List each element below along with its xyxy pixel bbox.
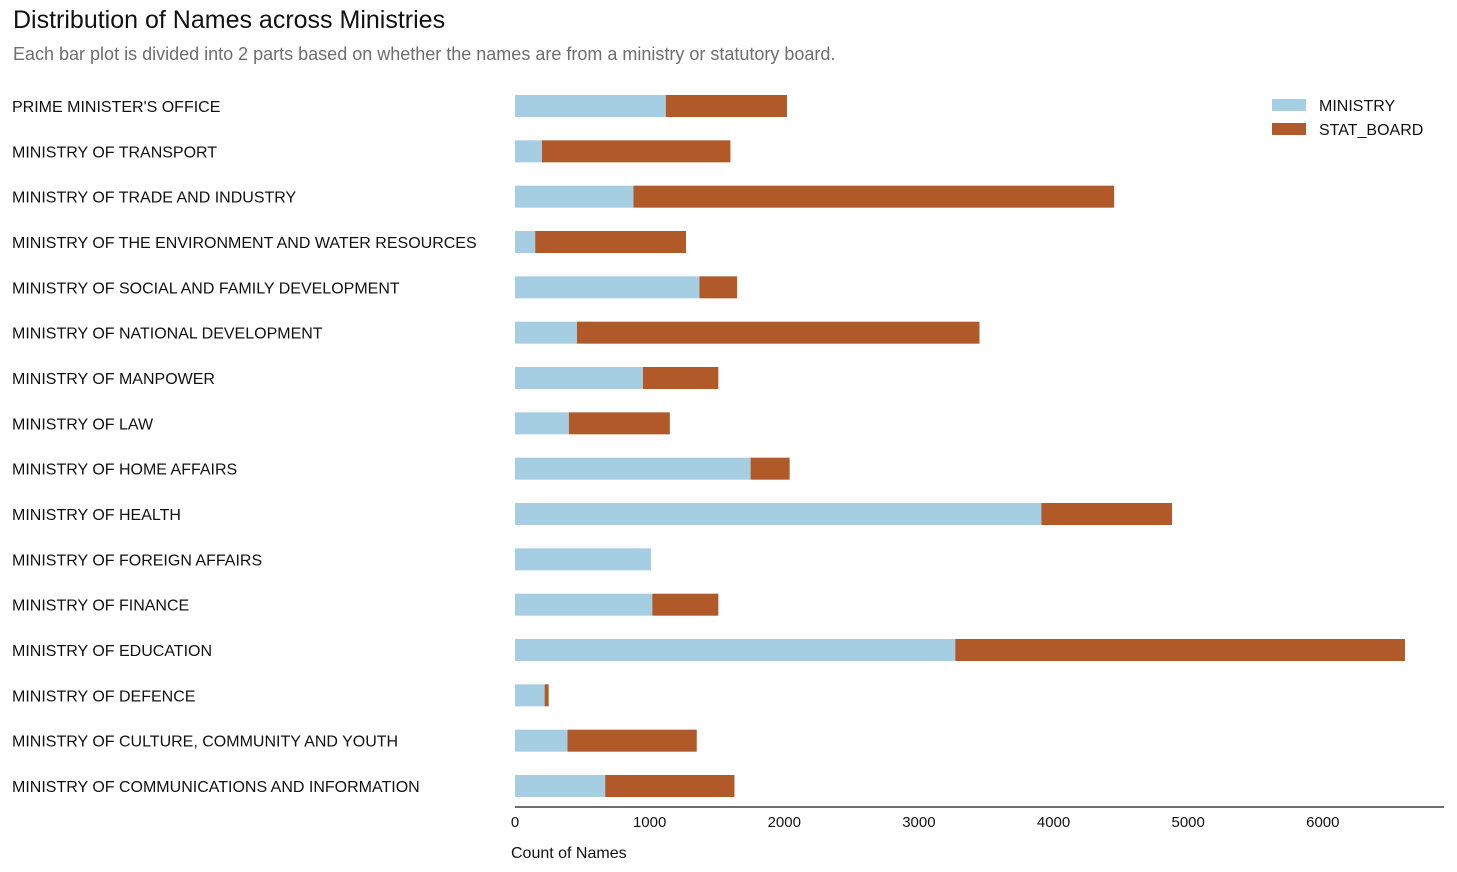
- bar-segment-ministry: [515, 231, 536, 253]
- category-label: MINISTRY OF HOME AFFAIRS: [12, 462, 237, 479]
- bar-segment-ministry: [515, 140, 542, 163]
- category-labels: PRIME MINISTER'S OFFICE MINISTRY OF TRANS…: [12, 99, 477, 796]
- bar-segment-stat-board: [642, 367, 719, 389]
- bar-segment-ministry: [515, 548, 651, 571]
- bar-segment-ministry: [515, 729, 568, 752]
- x-tick-label: 3000: [902, 814, 935, 831]
- bar-segment-stat-board: [544, 684, 549, 707]
- x-tick-label: 5000: [1172, 814, 1205, 831]
- x-tick-label: 1000: [633, 814, 666, 831]
- bar-segment-stat-board: [541, 140, 731, 163]
- bar-segment-stat-board: [567, 729, 697, 752]
- bar-segment-ministry: [515, 185, 634, 208]
- legend-label: MINISTRY: [1319, 98, 1395, 115]
- category-label: MINISTRY OF MANPOWER: [12, 371, 215, 388]
- bar-segment-ministry: [515, 457, 751, 480]
- bar-segment-ministry: [515, 367, 643, 389]
- category-label: MINISTRY OF FOREIGN AFFAIRS: [12, 552, 262, 569]
- category-label: MINISTRY OF TRADE AND INDUSTRY: [12, 190, 297, 207]
- bar-segment-stat-board: [955, 639, 1405, 661]
- bar-segment-stat-board: [665, 95, 787, 117]
- bar-segment-stat-board: [750, 457, 790, 480]
- bar-segment-ministry: [515, 503, 1042, 525]
- category-label: MINISTRY OF NATIONAL DEVELOPMENT: [12, 326, 323, 343]
- legend-swatch: [1272, 123, 1306, 135]
- bar-segment-stat-board: [605, 775, 735, 797]
- bar-segment-stat-board: [535, 231, 686, 253]
- bar-segment-ministry: [515, 775, 606, 797]
- x-tick-label: 0: [511, 814, 519, 831]
- bar-segment-ministry: [515, 684, 545, 707]
- bar-segment-stat-board: [652, 593, 719, 616]
- legend-label: STAT_BOARD: [1319, 122, 1423, 139]
- chart-subtitle: Each bar plot is divided into 2 parts ba…: [13, 44, 836, 64]
- legend-swatch: [1272, 99, 1306, 111]
- chart-title: Distribution of Names across Ministries: [13, 6, 446, 34]
- x-tick-labels: 0 1000 2000 3000 4000 5000 6000: [511, 814, 1340, 831]
- bar-segment-ministry: [515, 95, 666, 117]
- category-label: PRIME MINISTER'S OFFICE: [12, 99, 220, 116]
- bar-segment-stat-board: [1041, 503, 1173, 525]
- category-label: MINISTRY OF THE ENVIRONMENT AND WATER RE…: [12, 235, 477, 252]
- category-label: MINISTRY OF CULTURE, COMMUNITY AND YOUTH: [12, 734, 398, 751]
- bar-segment-stat-board: [576, 321, 980, 344]
- bars-group: [515, 95, 1405, 797]
- category-label: MINISTRY OF LAW: [12, 416, 154, 433]
- category-label: MINISTRY OF COMMUNICATIONS AND INFORMATI…: [12, 779, 420, 796]
- category-label: MINISTRY OF TRANSPORT: [12, 144, 217, 161]
- category-label: MINISTRY OF FINANCE: [12, 598, 189, 615]
- category-label: MINISTRY OF SOCIAL AND FAMILY DEVELOPMEN…: [12, 280, 400, 297]
- category-label: MINISTRY OF DEFENCE: [12, 688, 195, 705]
- bar-segment-stat-board: [633, 185, 1115, 208]
- legend: MINISTRY STAT_BOARD: [1272, 98, 1423, 139]
- bar-segment-stat-board: [568, 412, 670, 435]
- bar-segment-ministry: [515, 276, 700, 299]
- bar-segment-ministry: [515, 412, 569, 435]
- x-tick-label: 6000: [1306, 814, 1339, 831]
- x-axis-label: Count of Names: [511, 845, 627, 862]
- x-tick-label: 4000: [1037, 814, 1070, 831]
- bar-segment-ministry: [515, 639, 956, 661]
- bar-segment-ministry: [515, 593, 653, 616]
- category-label: MINISTRY OF EDUCATION: [12, 643, 212, 660]
- x-tick-label: 2000: [768, 814, 801, 831]
- bar-segment-stat-board: [699, 276, 738, 299]
- bar-segment-ministry: [515, 321, 577, 344]
- category-label: MINISTRY OF HEALTH: [12, 507, 181, 524]
